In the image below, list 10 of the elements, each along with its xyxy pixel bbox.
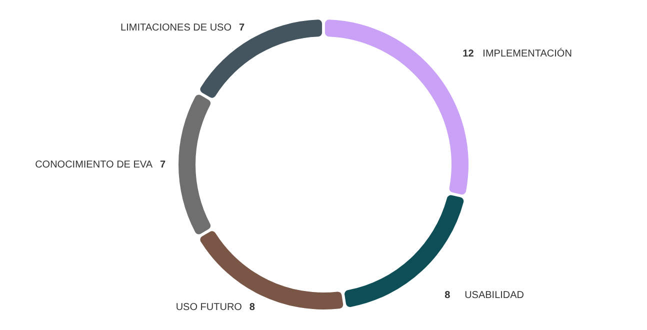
data-label: 8	[444, 290, 451, 301]
data-label: 7	[160, 160, 166, 170]
slice-label: IMPLEMENTACIÓN	[482, 48, 572, 60]
data-label: 8	[249, 302, 256, 313]
slice-label: USABILIDAD	[464, 290, 524, 301]
slice-label: USO FUTURO	[176, 302, 242, 313]
slice-label: CONOCIMIENTO DE EVA	[35, 160, 153, 170]
slice-label: LIMITACIONES DE USO	[120, 22, 232, 34]
data-label: 7	[238, 22, 245, 34]
data-label: 12	[462, 48, 474, 60]
